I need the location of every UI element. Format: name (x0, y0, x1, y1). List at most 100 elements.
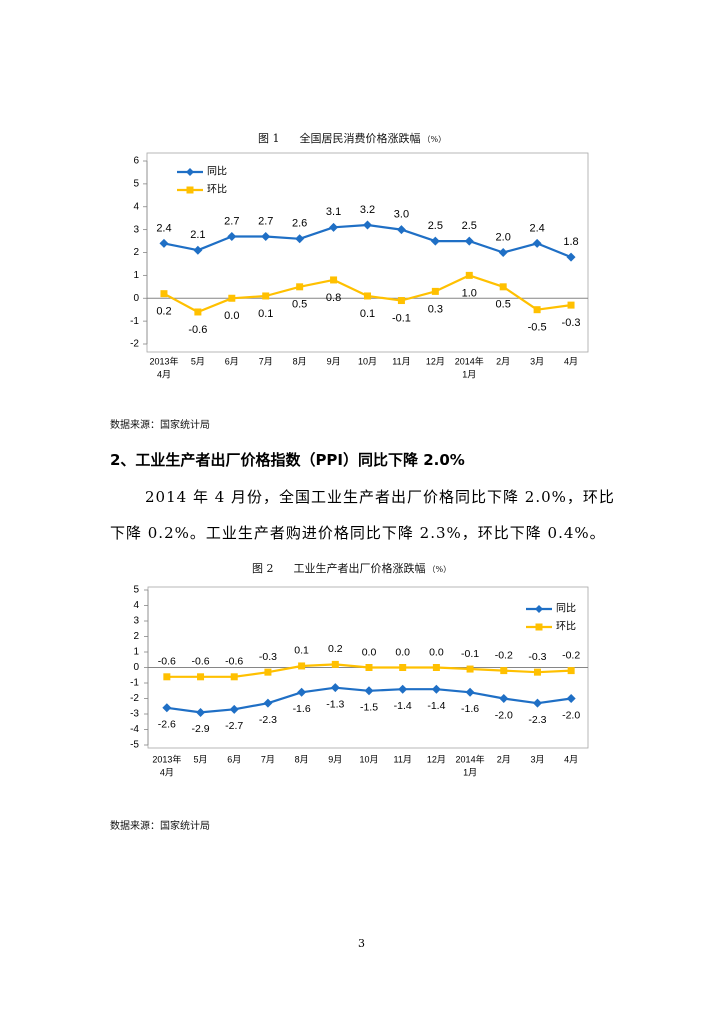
y-tick-label: 4 (133, 201, 139, 212)
plot-frame (146, 152, 589, 353)
legend-marker-mom (186, 186, 194, 194)
figure-2-name: 工业生产者出厂价格涨跌幅 (293, 562, 426, 575)
data-label-mom: 0.0 (224, 310, 239, 322)
data-label-yoy: -2.3 (528, 714, 546, 726)
figure-1-source: 数据来源：国家统计局 (110, 420, 210, 431)
y-tick-label: 2 (133, 631, 139, 642)
marker-mom (230, 673, 238, 681)
x-tick-label: 1月 (462, 369, 476, 379)
legend-label-yoy: 同比 (207, 166, 227, 178)
x-tick-label: 2月 (496, 356, 510, 366)
data-label-yoy: 2.5 (428, 220, 443, 232)
data-label-yoy: 2.6 (292, 218, 307, 230)
marker-yoy (297, 687, 307, 697)
legend-label-yoy: 同比 (556, 603, 576, 615)
x-tick-label: 10月 (359, 754, 378, 764)
marker-mom (533, 306, 541, 314)
data-label-mom: 1.0 (462, 287, 477, 299)
data-label-yoy: 3.2 (360, 204, 375, 216)
data-label-yoy: -1.5 (360, 702, 378, 714)
marker-yoy (364, 686, 374, 696)
y-tick-label: 0 (133, 662, 139, 673)
x-tick-label: 9月 (327, 356, 341, 366)
legend-marker-yoy (535, 605, 543, 613)
figure-2-title: 图 2 工业生产者出厂价格涨跌幅 （%） (252, 560, 451, 576)
data-label-yoy: -1.6 (293, 703, 311, 715)
data-label-yoy: 2.7 (258, 215, 273, 227)
data-label-yoy: -2.0 (562, 709, 580, 721)
page-number: 3 (358, 937, 365, 950)
marker-mom (466, 665, 474, 673)
marker-yoy (498, 248, 508, 257)
x-tick-label: 7月 (261, 754, 275, 764)
x-tick-label: 5月 (194, 754, 208, 764)
data-label-mom: -0.3 (562, 317, 581, 329)
marker-yoy (430, 236, 440, 246)
data-label-yoy: 2.4 (529, 222, 544, 234)
data-label-mom: -0.3 (528, 651, 546, 663)
data-label-mom: -0.6 (225, 656, 243, 668)
marker-mom (431, 287, 439, 295)
x-tick-label: 4月 (160, 767, 174, 777)
y-tick-label: 6 (133, 156, 139, 167)
marker-mom (465, 271, 473, 279)
y-tick-label: 5 (133, 585, 139, 596)
data-label-mom: 0.1 (294, 645, 309, 657)
marker-yoy (464, 236, 474, 246)
marker-yoy (566, 694, 576, 703)
data-label-yoy: 2.1 (190, 229, 205, 241)
data-label-yoy: -2.6 (158, 719, 176, 731)
data-label-mom: -0.5 (528, 322, 547, 334)
y-tick-label: -3 (130, 709, 139, 720)
x-tick-label: 12月 (426, 356, 445, 366)
data-label-yoy: 2.4 (156, 222, 171, 234)
marker-mom (500, 667, 508, 675)
figure-1-unit: （%） (422, 135, 447, 144)
marker-mom (197, 673, 205, 681)
marker-yoy (363, 220, 372, 230)
data-label-yoy: -2.7 (225, 720, 243, 732)
marker-mom (364, 292, 371, 300)
marker-yoy (532, 238, 542, 248)
marker-yoy (499, 694, 509, 703)
data-label-mom: 0.0 (362, 646, 377, 658)
cpi-line-chart: -2 -1 0 1 2 3 4 5 6 2013年 4月 5月 6月 7月 8月 9月 10月 11月 12月 201… (130, 152, 589, 379)
x-tick-label: 8月 (293, 356, 307, 366)
data-label-yoy: 2.5 (462, 220, 477, 232)
data-label-mom: -0.2 (562, 649, 580, 661)
marker-yoy (431, 684, 441, 694)
data-label-yoy: 3.1 (326, 206, 341, 218)
figure-2-unit: （%） (427, 565, 452, 574)
data-label-mom: -0.1 (461, 648, 479, 660)
data-label-mom: 0.8 (326, 292, 341, 304)
data-label-mom: 0.5 (292, 299, 307, 311)
x-tick-label: 11月 (394, 754, 412, 764)
marker-mom (264, 668, 272, 676)
x-tick-label: 4月 (564, 356, 578, 366)
data-label-mom: 0.0 (395, 646, 410, 658)
data-label-mom: 0.5 (496, 299, 511, 311)
marker-yoy (566, 252, 576, 262)
data-label-mom: 0.3 (428, 303, 443, 315)
marker-mom (499, 283, 507, 291)
data-label-mom: 0.2 (156, 306, 171, 318)
y-tick-label: 1 (133, 647, 139, 658)
paragraph-line-2: 下降 0.2%。工业生产者购进价格同比下降 2.3%，环比下降 0.4%。 (110, 524, 606, 542)
marker-yoy (532, 698, 542, 708)
marker-mom (331, 660, 339, 668)
marker-mom (262, 292, 270, 300)
x-tick-label: 2月 (497, 754, 511, 764)
marker-mom (194, 308, 202, 316)
x-tick-label: 2013年 (152, 753, 181, 764)
x-tick-label: 4月 (157, 369, 171, 379)
marker-mom (432, 664, 440, 671)
data-label-yoy: 2.7 (224, 215, 239, 227)
x-tick-label: 11月 (392, 356, 410, 366)
data-label-mom: 0.1 (360, 308, 375, 320)
ppi-line-chart: -5 -4 -3 -2 -1 0 1 2 3 4 5 2013年 4月 5月 6月 7月 8月 9月 10月 11月 1… (130, 585, 589, 777)
y-tick-label: -2 (130, 693, 139, 704)
data-label-mom: -0.2 (495, 649, 513, 661)
data-label-yoy: -1.4 (394, 700, 412, 712)
y-tick-label: 1 (133, 270, 139, 281)
x-tick-label: 7月 (259, 356, 273, 366)
